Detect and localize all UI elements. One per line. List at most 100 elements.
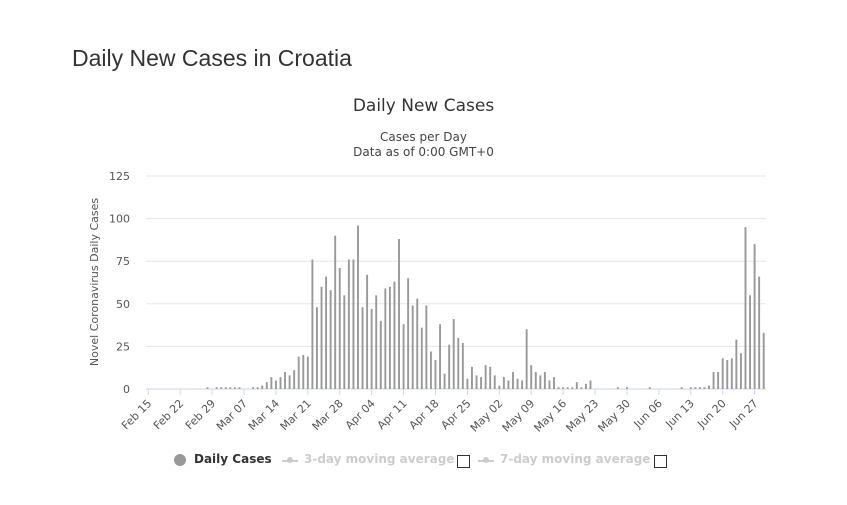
bar[interactable] xyxy=(457,337,460,389)
bar[interactable] xyxy=(429,351,432,389)
bar[interactable] xyxy=(548,380,551,389)
bar[interactable] xyxy=(329,290,332,389)
bar[interactable] xyxy=(680,387,683,389)
3day-average-checkbox[interactable] xyxy=(457,455,470,468)
bar[interactable] xyxy=(466,378,469,389)
bar[interactable] xyxy=(753,244,756,389)
bar[interactable] xyxy=(279,377,282,389)
bar[interactable] xyxy=(293,370,296,389)
bar[interactable] xyxy=(434,360,437,389)
bar[interactable] xyxy=(347,259,350,390)
bar[interactable] xyxy=(443,373,446,389)
bar[interactable] xyxy=(525,329,528,389)
bar[interactable] xyxy=(361,307,364,389)
bar[interactable] xyxy=(265,382,268,389)
bar[interactable] xyxy=(238,387,241,389)
bar[interactable] xyxy=(229,387,232,389)
bar[interactable] xyxy=(521,380,524,389)
bar[interactable] xyxy=(539,375,542,389)
bar[interactable] xyxy=(370,308,373,389)
bar[interactable] xyxy=(439,324,441,389)
bar[interactable] xyxy=(475,375,478,389)
bar[interactable] xyxy=(284,371,286,389)
bar[interactable] xyxy=(220,387,223,389)
bar[interactable] xyxy=(411,305,414,390)
bar[interactable] xyxy=(543,371,546,389)
bar[interactable] xyxy=(557,387,560,389)
bar[interactable] xyxy=(398,239,400,389)
bar[interactable] xyxy=(730,358,733,389)
bar[interactable] xyxy=(726,360,729,389)
bar[interactable] xyxy=(575,382,578,389)
bar[interactable] xyxy=(352,259,355,390)
bar[interactable] xyxy=(589,380,592,389)
bar[interactable] xyxy=(512,371,514,389)
bar[interactable] xyxy=(530,365,533,389)
bar[interactable] xyxy=(297,356,300,389)
legend-daily-cases[interactable]: Daily Cases xyxy=(194,452,272,466)
bar[interactable] xyxy=(689,387,692,389)
bar[interactable] xyxy=(206,387,209,389)
bar[interactable] xyxy=(471,366,473,389)
bar[interactable] xyxy=(420,327,423,389)
bar[interactable] xyxy=(334,235,337,389)
bar[interactable] xyxy=(484,365,487,389)
bar[interactable] xyxy=(256,387,259,389)
bar[interactable] xyxy=(739,353,742,389)
bar[interactable] xyxy=(717,371,720,389)
bar[interactable] xyxy=(507,380,510,389)
bar[interactable] xyxy=(566,387,569,389)
bar[interactable] xyxy=(534,371,537,389)
bar[interactable] xyxy=(516,378,519,389)
bar[interactable] xyxy=(626,387,628,389)
bar[interactable] xyxy=(749,295,751,389)
bar[interactable] xyxy=(648,387,651,389)
bar[interactable] xyxy=(562,387,565,389)
bar[interactable] xyxy=(416,298,419,389)
bar[interactable] xyxy=(744,227,747,389)
bar[interactable] xyxy=(274,380,277,389)
bar[interactable] xyxy=(584,383,587,389)
bar[interactable] xyxy=(425,305,428,390)
7day-average-checkbox[interactable] xyxy=(654,455,667,468)
bar[interactable] xyxy=(493,375,496,389)
bar[interactable] xyxy=(302,354,305,389)
bar[interactable] xyxy=(270,377,273,389)
bar[interactable] xyxy=(233,387,236,389)
bar[interactable] xyxy=(384,288,387,389)
bar[interactable] xyxy=(325,276,328,389)
bar[interactable] xyxy=(311,259,314,390)
bar[interactable] xyxy=(402,324,405,389)
bar[interactable] xyxy=(343,295,346,389)
bar[interactable] xyxy=(712,371,715,389)
bar[interactable] xyxy=(758,276,761,389)
bar[interactable] xyxy=(338,268,341,389)
bar[interactable] xyxy=(489,366,492,389)
bar[interactable] xyxy=(407,278,410,389)
bar[interactable] xyxy=(694,387,697,389)
bar[interactable] xyxy=(375,295,378,389)
bar[interactable] xyxy=(721,358,724,389)
bar[interactable] xyxy=(703,387,706,389)
legend-3day-average[interactable]: 3-day moving average xyxy=(304,452,455,466)
bar[interactable] xyxy=(379,320,382,389)
bar[interactable] xyxy=(480,377,483,389)
bar[interactable] xyxy=(316,307,318,389)
bar[interactable] xyxy=(215,387,218,389)
legend-7day-average[interactable]: 7-day moving average xyxy=(500,452,651,466)
bar[interactable] xyxy=(393,281,396,389)
bar[interactable] xyxy=(553,377,555,389)
bar[interactable] xyxy=(452,319,455,389)
bar[interactable] xyxy=(366,274,369,389)
bar[interactable] xyxy=(708,385,710,389)
bar[interactable] xyxy=(288,375,291,389)
bar[interactable] xyxy=(735,339,738,389)
bar[interactable] xyxy=(502,377,505,389)
bar[interactable] xyxy=(448,344,451,389)
bar[interactable] xyxy=(306,356,309,389)
bar[interactable] xyxy=(320,286,323,389)
bar[interactable] xyxy=(498,385,501,389)
bar[interactable] xyxy=(616,387,619,389)
bar[interactable] xyxy=(224,387,227,389)
bar[interactable] xyxy=(461,342,464,389)
